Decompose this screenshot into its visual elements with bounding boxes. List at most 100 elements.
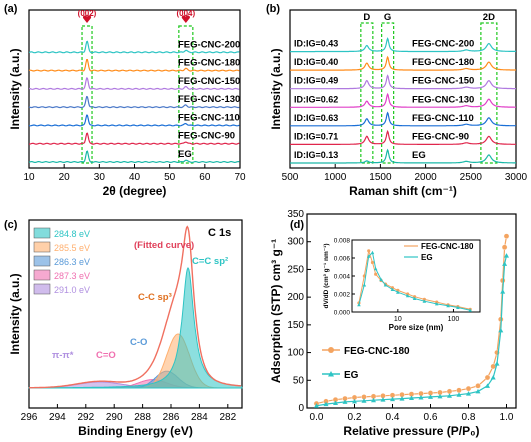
panel-a-trace-label: FEG-CNC-180 <box>178 58 240 69</box>
panel-b-band-label: G <box>384 12 391 23</box>
panel-a-trace <box>28 150 240 164</box>
panel-d-xtick-label: 0.8 <box>462 412 476 423</box>
panel-a-trace <box>29 132 240 145</box>
panel-a-xtick-label: 50 <box>164 172 176 183</box>
panel-d-xtick-label: 0.0 <box>310 412 324 423</box>
panel-d-marker <box>490 375 496 380</box>
panel-a-heart-marker <box>82 15 92 23</box>
panel-b-ratio-label: ID:IG=0.63 <box>294 113 338 123</box>
panel-a-xlabel: 2θ (degree) <box>103 184 167 198</box>
panel-d-marker <box>446 388 453 395</box>
panel-b-trace <box>290 148 516 164</box>
panel-a-heart-marker <box>181 15 190 23</box>
panel-d-marker <box>501 244 508 251</box>
panel-d-legend-label: EG <box>344 370 359 381</box>
panel-a-trace <box>29 77 240 90</box>
panel-a-xtick-label: 40 <box>129 172 141 183</box>
panel-c-label: (c) <box>4 219 18 231</box>
panel-d-inset-marker <box>370 260 375 265</box>
panel-b-trace-label: EG <box>412 150 426 161</box>
panel-d-inset-ylabel: dV/dD (cm³ g⁻¹ nm⁻¹) <box>323 244 330 309</box>
panel-d-inset-marker <box>412 296 417 300</box>
panel-d-ytick-label: 250 <box>287 264 304 275</box>
panel-b-band-label: 2D <box>483 12 495 23</box>
panel-d-xlabel: Relative pressure (P/P₀) <box>343 424 479 438</box>
panel-a-peak-label: (004) <box>176 9 195 18</box>
panel-c-ylabel: Intensity (a.u.) <box>8 273 22 354</box>
panel-c-frame <box>28 219 243 409</box>
panel-b-ratio-label: ID:IG=0.13 <box>294 150 338 160</box>
panel-d-inset-line <box>358 250 471 310</box>
panel-b-band-label: D <box>363 12 370 23</box>
panel-c-xtick-label: 284 <box>191 412 208 423</box>
panel-a-trace-label: FEG-CNC-130 <box>178 94 240 105</box>
panel-d-label: (d) <box>290 219 304 231</box>
panel-d-inset-marker <box>446 303 450 308</box>
panel-d-xtick-label: 1.0 <box>500 412 514 423</box>
panel-d-inset-ytick-label: 0.000 <box>334 310 351 317</box>
panel-d-ytick-label: 350 <box>287 209 304 220</box>
panel-d-marker <box>428 394 433 399</box>
panel-c-component <box>28 267 243 389</box>
panel-d-marker <box>380 397 386 402</box>
panel-d-marker <box>314 403 319 408</box>
panel-d-marker <box>475 383 481 389</box>
panel-b-trace-label: FEG-CNC-150 <box>412 76 474 87</box>
panel-d-legend-label: FEG-CNC-180 <box>344 346 410 357</box>
panel-a-trace-label: FEG-CNC-90 <box>178 131 235 142</box>
panel-d-inset-xtick-label: 100 <box>448 316 460 323</box>
panel-d-inset-xlabel: Pore size (nm) <box>389 323 444 332</box>
panel-d-marker <box>323 401 329 407</box>
panel-d-inset-xtick-label: 10 <box>394 316 402 323</box>
panel-d-marker <box>352 398 357 404</box>
panel-b-band-box <box>480 22 498 164</box>
panel-d-marker <box>342 399 348 404</box>
panel-d-xtick-label: 0.2 <box>348 412 362 423</box>
panel-a-peak-box <box>178 25 194 164</box>
panel-d-inset-ytick-label: 0.002 <box>334 292 351 299</box>
panel-c-fitted-curve <box>29 225 242 389</box>
panel-d-marker <box>456 387 462 394</box>
panel-d-inset-marker <box>405 294 410 298</box>
panel-b-xtick-label: 3000 <box>505 172 528 183</box>
panel-a-ylabel: Intensity (a.u.) <box>8 48 22 129</box>
panel-d-inset-ytick-label: 0.004 <box>334 274 351 281</box>
panel-b-ylabel: Intensity (a.u.) <box>269 48 283 129</box>
panel-a-trace-label: FEG-CNC-110 <box>178 112 240 123</box>
panel-d-ytick-label: 0 <box>298 403 304 414</box>
panel-b-xlabel: Raman shift (cm⁻¹) <box>349 184 457 198</box>
panel-a-trace <box>28 40 240 54</box>
panel-c-fitted-label: (Fitted curve) <box>134 240 194 251</box>
panel-d-inset-marker <box>383 283 388 287</box>
panel-d-marker <box>485 383 490 388</box>
panel-b-ratio-label: ID:IG=0.71 <box>294 131 338 141</box>
panel-d-ytick-label: 50 <box>293 375 305 386</box>
panel-a-xtick-label: 10 <box>23 172 35 183</box>
panel-d-marker <box>475 388 481 394</box>
panel-c-legend-swatch <box>33 241 51 253</box>
panel-a-label: (a) <box>4 3 18 15</box>
panel-d-marker <box>504 253 509 258</box>
panel-d-marker <box>498 327 504 333</box>
panel-d-xtick-label: 0.4 <box>386 412 400 423</box>
panel-d-marker <box>409 395 414 401</box>
panel-d-inset-marker <box>374 272 378 276</box>
panel-d-inset-marker <box>366 254 371 258</box>
panel-c-legend-label: 286.3 eV <box>54 257 90 267</box>
panel-b-band-box <box>360 22 374 164</box>
panel-a-xtick-label: 70 <box>234 172 246 183</box>
panel-c-component-annotation: C=C sp² <box>192 256 228 267</box>
panel-c-component-annotation: C-O <box>130 337 147 348</box>
panel-c-legend-swatch <box>33 269 51 281</box>
panel-d-marker <box>499 277 506 284</box>
panel-d-legend-marker <box>328 347 334 353</box>
panel-c-legend-swatch <box>33 227 51 239</box>
panel-d-inset-marker <box>456 305 460 309</box>
panel-d-marker <box>503 233 510 239</box>
panel-b-trace-label: FEG-CNC-200 <box>412 39 474 50</box>
panel-d-inset-ytick-label: 0.006 <box>334 256 351 263</box>
panel-d-inset-legend-label: FEG-CNC-180 <box>421 242 474 251</box>
panel-a-trace-label: EG <box>178 149 192 160</box>
panel-d-marker <box>437 393 443 399</box>
panel-b-xtick-label: 2500 <box>460 172 483 183</box>
